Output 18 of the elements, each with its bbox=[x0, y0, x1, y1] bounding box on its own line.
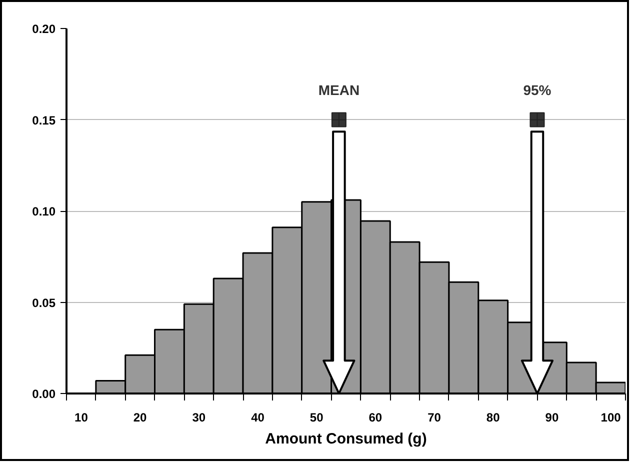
x-tick-label: 60 bbox=[368, 410, 382, 424]
x-tick-label: 20 bbox=[133, 410, 148, 424]
y-tick-label: 0.10 bbox=[32, 204, 56, 218]
x-tick-label: 40 bbox=[251, 410, 265, 424]
x-tick-label: 90 bbox=[545, 410, 559, 424]
x-tick-label: 30 bbox=[192, 410, 206, 424]
x-tick-label: 80 bbox=[486, 410, 500, 424]
x-axis-title: Amount Consumed (g) bbox=[265, 430, 427, 448]
y-tick-label: 0.20 bbox=[32, 22, 56, 36]
x-tick-label: 70 bbox=[428, 410, 442, 424]
x-tick-label: 100 bbox=[600, 410, 622, 424]
annotation: 95% bbox=[523, 82, 552, 98]
y-tick-label: 0.00 bbox=[32, 387, 56, 401]
x-tick-label: 50 bbox=[310, 410, 324, 424]
y-tick-label: 0.15 bbox=[32, 113, 56, 128]
x-tick-label: 10 bbox=[74, 410, 88, 424]
y-tick-label: 0.05 bbox=[32, 296, 56, 310]
annotation: MEAN bbox=[318, 82, 360, 98]
